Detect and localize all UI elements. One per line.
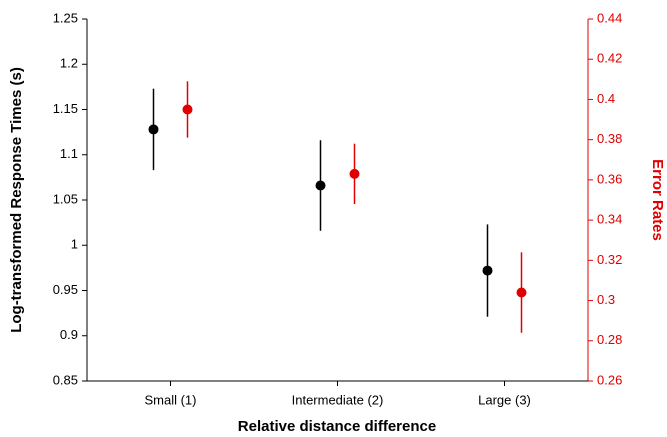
point [182,104,193,115]
point [349,168,360,179]
y2-tick-label: 0.4 [597,91,615,106]
y-tick-label: 0.9 [60,327,78,342]
y2-tick-label: 0.26 [597,372,622,387]
y2-tick-label: 0.36 [597,171,622,186]
point [315,180,326,191]
y-tick-label: 1.25 [53,10,78,25]
x-tick-label: Large (3) [478,392,531,407]
y-tick-label: 0.95 [53,282,78,297]
y2-tick-label: 0.42 [597,51,622,66]
y-tick-label: 0.85 [53,372,78,387]
y2-tick-label: 0.3 [597,292,615,307]
y2-tick-label: 0.28 [597,332,622,347]
x-tick-label: Intermediate (2) [292,392,384,407]
y-tick-label: 1 [71,237,78,252]
y-tick-label: 1.05 [53,191,78,206]
y2-tick-label: 0.38 [597,131,622,146]
y2-tick-label: 0.32 [597,252,622,267]
y-axis-title: Log-transformed Response Times (s) [8,67,25,333]
y2-tick-label: 0.34 [597,212,622,227]
y-tick-label: 1.1 [60,146,78,161]
x-axis-title: Relative distance difference [238,418,436,435]
y-tick-label: 1.15 [53,101,78,116]
point [482,265,493,276]
point [516,287,527,298]
y2-axis-title: Error Rates [649,159,666,241]
x-tick-label: Small (1) [144,392,196,407]
y2-tick-label: 0.44 [597,10,622,25]
y-tick-label: 1.2 [60,56,78,71]
point [148,124,159,135]
